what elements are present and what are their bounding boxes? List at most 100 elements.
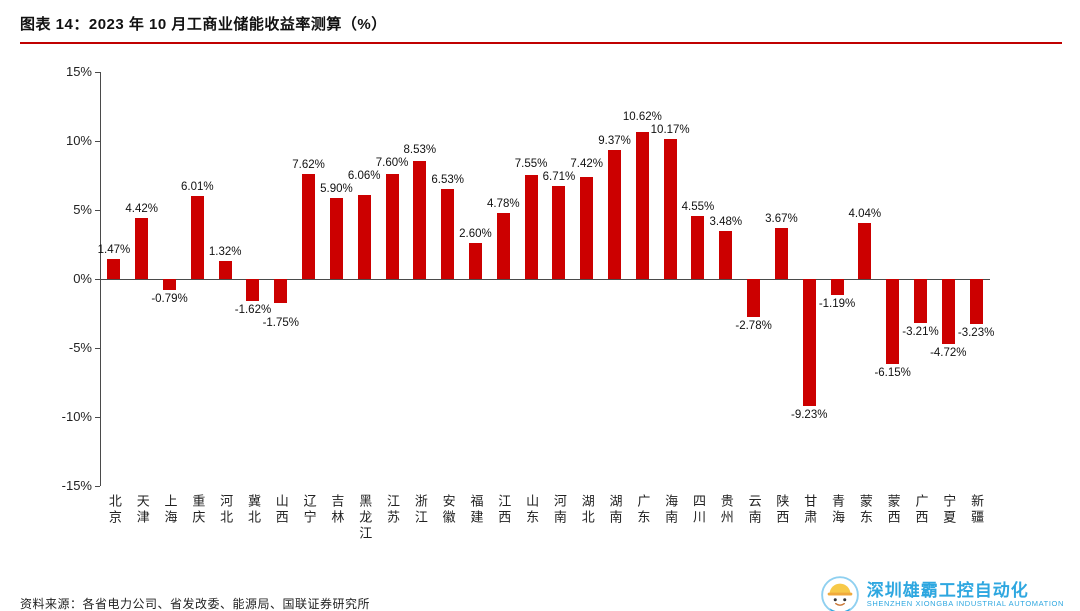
page-title: 图表 14：2023 年 10 月工商业储能收益率测算（%） bbox=[20, 16, 387, 33]
y-axis-tick-label: 10% bbox=[65, 133, 92, 148]
x-axis-label: 湖北 bbox=[579, 494, 595, 526]
bar-value-label: -0.79% bbox=[151, 292, 188, 305]
bar bbox=[496, 213, 510, 279]
bar-value-label: -4.72% bbox=[930, 347, 967, 360]
x-axis-label: 江苏 bbox=[385, 494, 401, 526]
bar-value-label: -1.19% bbox=[818, 298, 856, 311]
bar-value-label: 4.78% bbox=[486, 198, 520, 211]
bar bbox=[830, 279, 844, 296]
x-axis-label: 浙江 bbox=[412, 494, 428, 526]
bar bbox=[774, 228, 788, 279]
bar-value-label: 10.17% bbox=[650, 123, 690, 136]
bar bbox=[913, 279, 927, 324]
bar-value-label: 6.01% bbox=[181, 181, 214, 194]
x-axis-label: 四川 bbox=[690, 494, 706, 526]
bar bbox=[441, 188, 455, 279]
bar-value-label: 6.53% bbox=[431, 173, 464, 186]
x-axis-label: 甘肃 bbox=[802, 494, 818, 526]
x-axis-label: 福建 bbox=[468, 494, 484, 526]
bar bbox=[858, 223, 872, 279]
y-axis-tick-label: 5% bbox=[73, 202, 92, 217]
x-axis-label: 山东 bbox=[524, 494, 540, 526]
x-axis-label: 云南 bbox=[746, 494, 762, 526]
bar-value-label: 5.90% bbox=[320, 182, 353, 195]
y-axis-tick bbox=[95, 210, 100, 211]
zero-line bbox=[100, 279, 990, 280]
bar-value-label: -1.62% bbox=[234, 304, 272, 317]
bar bbox=[886, 279, 900, 364]
bar-value-label: 4.55% bbox=[681, 201, 715, 214]
x-axis-label: 蒙东 bbox=[857, 494, 873, 526]
bar-value-label: 6.06% bbox=[347, 169, 381, 182]
bar bbox=[747, 279, 761, 318]
x-axis-label: 北京 bbox=[106, 494, 122, 526]
x-axis-label: 广东 bbox=[635, 494, 651, 526]
bar bbox=[274, 279, 288, 304]
bar-value-label: 9.37% bbox=[598, 134, 631, 147]
source-note: 资料来源：各省电力公司、省发改委、能源局、国联证券研究所 bbox=[20, 597, 371, 611]
bar bbox=[552, 186, 566, 279]
bar-value-label: 4.42% bbox=[125, 203, 159, 215]
bar bbox=[413, 161, 427, 279]
y-axis-tick bbox=[95, 141, 100, 142]
bar bbox=[635, 132, 649, 279]
x-axis-label: 安徽 bbox=[440, 494, 456, 526]
y-axis-tick bbox=[95, 417, 100, 418]
brand-logo-icon bbox=[820, 576, 859, 611]
x-axis-label: 陕西 bbox=[774, 494, 790, 526]
x-axis-label: 山西 bbox=[273, 494, 289, 526]
bar bbox=[608, 149, 622, 279]
y-axis-tick-label: 15% bbox=[65, 64, 92, 79]
bar-value-label: 2.60% bbox=[459, 228, 492, 241]
bar-value-label: 3.48% bbox=[709, 215, 743, 228]
x-axis-label: 湖南 bbox=[607, 494, 623, 526]
bar-value-label: 7.42% bbox=[570, 158, 604, 171]
bar bbox=[163, 279, 177, 290]
bar bbox=[580, 176, 594, 279]
y-axis-tick-label: -5% bbox=[68, 340, 92, 355]
bar bbox=[302, 173, 316, 279]
x-axis-label: 宁夏 bbox=[941, 494, 957, 526]
bar-value-label: 4.04% bbox=[848, 208, 882, 221]
bar-value-label: 8.53% bbox=[403, 143, 437, 156]
bar bbox=[969, 279, 983, 324]
bar bbox=[135, 218, 149, 279]
bar-value-label: 1.47% bbox=[97, 243, 131, 256]
bar-value-label: 7.60% bbox=[375, 156, 409, 169]
x-axis-label: 辽宁 bbox=[301, 494, 317, 526]
y-axis-tick bbox=[95, 348, 100, 349]
bar bbox=[468, 243, 482, 279]
x-axis-label: 江西 bbox=[496, 494, 512, 526]
bar bbox=[357, 195, 371, 279]
x-axis-label: 贵州 bbox=[718, 494, 734, 526]
x-axis-label: 广西 bbox=[913, 494, 929, 526]
title-divider bbox=[20, 42, 1062, 44]
bar bbox=[329, 197, 343, 279]
y-axis-tick bbox=[95, 72, 100, 73]
x-axis-label: 吉林 bbox=[329, 494, 345, 526]
x-axis-label: 河北 bbox=[218, 494, 234, 526]
y-axis-tick-label: -10% bbox=[61, 409, 92, 424]
bar bbox=[719, 230, 733, 279]
x-axis-label: 蒙西 bbox=[885, 494, 901, 526]
brand: 深圳雄霸工控自动化 SHENZHEN XIONGBA INDUSTRIAL AU… bbox=[820, 576, 1064, 611]
bar-value-label: 10.62% bbox=[622, 110, 662, 123]
bar-value-label: -1.75% bbox=[262, 317, 299, 330]
bar bbox=[663, 138, 677, 279]
bar bbox=[941, 279, 955, 345]
bar-value-label: -3.23% bbox=[957, 326, 995, 339]
bar-value-label: 7.55% bbox=[514, 158, 548, 171]
bar-value-label: 7.62% bbox=[292, 158, 325, 171]
y-axis-tick bbox=[95, 279, 100, 280]
bar bbox=[107, 258, 121, 279]
bar bbox=[802, 279, 816, 407]
bar-value-label: 1.32% bbox=[208, 245, 242, 258]
brand-name-cn: 深圳雄霸工控自动化 bbox=[866, 580, 1029, 600]
y-axis-tick-label: 0% bbox=[73, 271, 92, 286]
x-axis-label: 上海 bbox=[162, 494, 178, 526]
y-axis-tick-label: -15% bbox=[61, 478, 92, 493]
bar-value-label: -9.23% bbox=[791, 409, 828, 422]
x-axis-label: 河南 bbox=[551, 494, 567, 526]
